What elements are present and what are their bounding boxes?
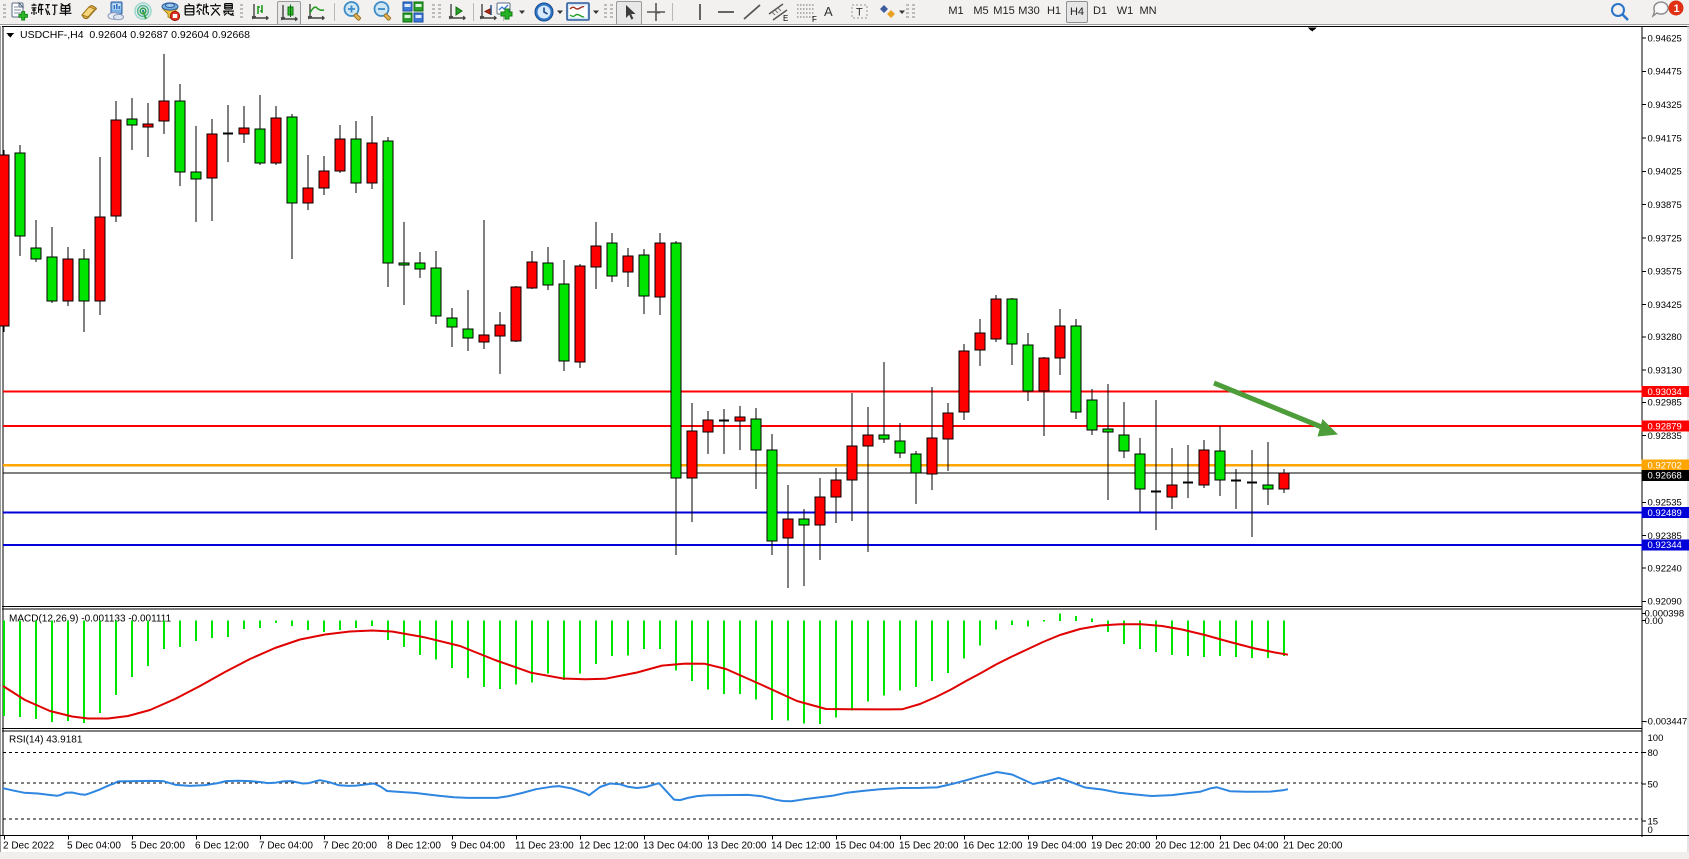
svg-text:1: 1 (1674, 3, 1680, 15)
svg-text:0.93725: 0.93725 (1648, 233, 1682, 244)
svg-text:0.92879: 0.92879 (1648, 421, 1682, 432)
svg-text:19 Dec 04:00: 19 Dec 04:00 (1027, 841, 1087, 852)
svg-text:0.00: 0.00 (1645, 616, 1664, 627)
svg-text:0.93280: 0.93280 (1648, 332, 1682, 343)
svg-text:100: 100 (1648, 733, 1664, 744)
svg-text:RSI(14) 43.9181: RSI(14) 43.9181 (9, 735, 83, 746)
svg-text:7 Dec 04:00: 7 Dec 04:00 (259, 841, 313, 852)
svg-text:0.94175: 0.94175 (1648, 133, 1682, 144)
svg-text:0.93875: 0.93875 (1648, 200, 1682, 211)
svg-text:0.94475: 0.94475 (1648, 67, 1682, 78)
svg-text:20 Dec 12:00: 20 Dec 12:00 (1155, 841, 1215, 852)
svg-text:0.94325: 0.94325 (1648, 100, 1682, 111)
svg-text:0.000398: 0.000398 (1645, 609, 1685, 620)
svg-text:11 Dec 23:00: 11 Dec 23:00 (515, 841, 574, 852)
svg-text:5 Dec 20:00: 5 Dec 20:00 (131, 841, 185, 852)
svg-text:0.92702: 0.92702 (1648, 460, 1682, 471)
svg-text:F: F (812, 15, 817, 24)
svg-text:21 Dec 20:00: 21 Dec 20:00 (1283, 841, 1343, 852)
svg-text:T: T (856, 7, 863, 19)
svg-text:19 Dec 20:00: 19 Dec 20:00 (1091, 841, 1151, 852)
svg-text:0.92344: 0.92344 (1648, 540, 1682, 551)
svg-text:15: 15 (1648, 817, 1659, 828)
svg-text:USDCHF-,H4 0.92604 0.92687 0.: USDCHF-,H4 0.92604 0.92687 0.92604 0.926… (20, 29, 250, 41)
svg-text:0.94625: 0.94625 (1648, 33, 1682, 44)
svg-text:0: 0 (1648, 825, 1653, 836)
svg-text:0.93575: 0.93575 (1648, 267, 1682, 278)
svg-text:0.92668: 0.92668 (1648, 471, 1682, 482)
svg-text:0.92385: 0.92385 (1648, 531, 1682, 542)
svg-text:0.93130: 0.93130 (1648, 366, 1682, 377)
svg-text:7 Dec 20:00: 7 Dec 20:00 (323, 841, 377, 852)
svg-text:13 Dec 20:00: 13 Dec 20:00 (707, 841, 767, 852)
svg-text:0.92090: 0.92090 (1648, 597, 1682, 608)
svg-text:14 Dec 12:00: 14 Dec 12:00 (771, 841, 831, 852)
svg-text:0.92240: 0.92240 (1648, 563, 1682, 574)
svg-text:2 Dec 2022: 2 Dec 2022 (3, 841, 55, 852)
svg-text:0.94025: 0.94025 (1648, 167, 1682, 178)
svg-text:13 Dec 04:00: 13 Dec 04:00 (643, 841, 703, 852)
svg-text:0.93425: 0.93425 (1648, 300, 1682, 311)
svg-text:0.93034: 0.93034 (1648, 387, 1682, 398)
svg-text:0.92835: 0.92835 (1648, 431, 1682, 442)
svg-text:0.92489: 0.92489 (1648, 508, 1682, 519)
svg-text:80: 80 (1648, 748, 1659, 759)
svg-text:15 Dec 20:00: 15 Dec 20:00 (899, 841, 959, 852)
svg-text:MACD(12,26,9) -0.001133 -0.001: MACD(12,26,9) -0.001133 -0.001111 (9, 614, 172, 625)
svg-text:6 Dec 12:00: 6 Dec 12:00 (195, 841, 249, 852)
svg-text:E: E (783, 14, 788, 23)
svg-text:21 Dec 04:00: 21 Dec 04:00 (1219, 841, 1279, 852)
svg-text:-0.003447: -0.003447 (1645, 717, 1688, 728)
svg-text:0.92535: 0.92535 (1648, 498, 1682, 509)
svg-text:16 Dec 12:00: 16 Dec 12:00 (963, 841, 1023, 852)
svg-text:8 Dec 12:00: 8 Dec 12:00 (387, 841, 441, 852)
svg-text:9 Dec 04:00: 9 Dec 04:00 (451, 841, 505, 852)
svg-text:0.92985: 0.92985 (1648, 398, 1682, 409)
svg-text:50: 50 (1648, 780, 1659, 791)
svg-text:5 Dec 04:00: 5 Dec 04:00 (67, 841, 121, 852)
svg-text:15 Dec 04:00: 15 Dec 04:00 (835, 841, 895, 852)
svg-text:12 Dec 12:00: 12 Dec 12:00 (579, 841, 639, 852)
